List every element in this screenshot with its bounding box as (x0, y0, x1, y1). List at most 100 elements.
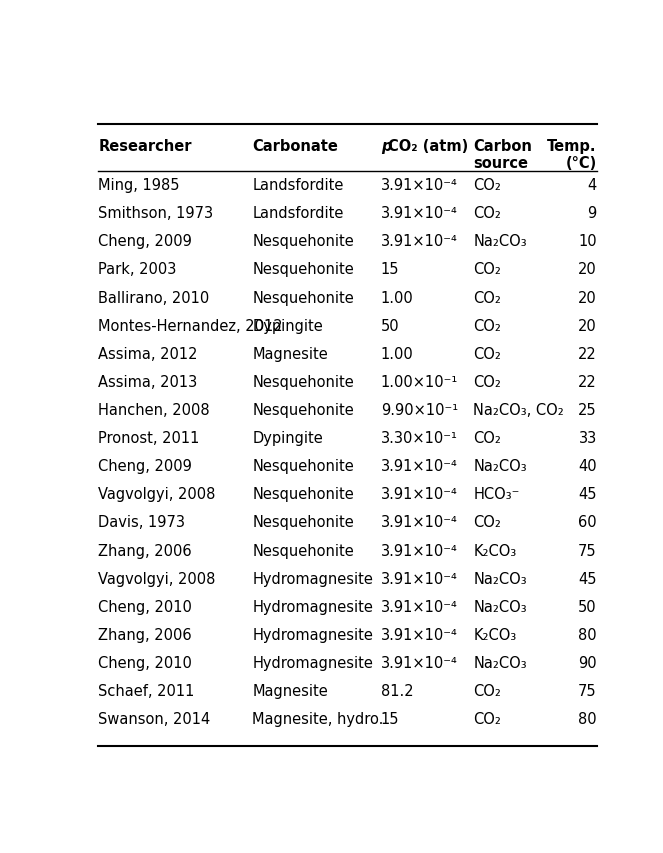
Text: 80: 80 (578, 711, 597, 727)
Text: Smithson, 1973: Smithson, 1973 (98, 206, 213, 221)
Text: Zhang, 2006: Zhang, 2006 (98, 543, 192, 558)
Text: 22: 22 (578, 374, 597, 390)
Text: CO₂: CO₂ (473, 206, 501, 221)
Text: 9.90×10⁻¹: 9.90×10⁻¹ (381, 403, 458, 417)
Text: Researcher: Researcher (98, 138, 192, 154)
Text: Pronost, 2011: Pronost, 2011 (98, 431, 200, 445)
Text: 3.91×10⁻⁴: 3.91×10⁻⁴ (381, 234, 457, 249)
Text: 90: 90 (578, 655, 597, 670)
Text: Ballirano, 2010: Ballirano, 2010 (98, 290, 210, 305)
Text: 60: 60 (578, 515, 597, 530)
Text: 45: 45 (578, 487, 597, 502)
Text: 3.91×10⁻⁴: 3.91×10⁻⁴ (381, 206, 457, 221)
Text: p: p (381, 138, 391, 154)
Text: 3.91×10⁻⁴: 3.91×10⁻⁴ (381, 655, 457, 670)
Text: Nesquehonite: Nesquehonite (253, 403, 354, 417)
Text: 3.91×10⁻⁴: 3.91×10⁻⁴ (381, 571, 457, 586)
Text: CO₂: CO₂ (473, 346, 501, 362)
Text: CO₂: CO₂ (473, 178, 501, 193)
Text: CO₂: CO₂ (473, 431, 501, 445)
Text: Dypingite: Dypingite (253, 318, 323, 334)
Text: CO₂: CO₂ (473, 374, 501, 390)
Text: Vagvolgyi, 2008: Vagvolgyi, 2008 (98, 487, 215, 502)
Text: 3.91×10⁻⁴: 3.91×10⁻⁴ (381, 487, 457, 502)
Text: Cheng, 2010: Cheng, 2010 (98, 655, 192, 670)
Text: Na₂CO₃: Na₂CO₃ (473, 655, 527, 670)
Text: CO₂: CO₂ (473, 711, 501, 727)
Text: Carbon
source: Carbon source (473, 138, 532, 171)
Text: Dypingite: Dypingite (253, 431, 323, 445)
Text: 75: 75 (578, 683, 597, 699)
Text: Davis, 1973: Davis, 1973 (98, 515, 185, 530)
Text: Nesquehonite: Nesquehonite (253, 290, 354, 305)
Text: 20: 20 (578, 290, 597, 305)
Text: 80: 80 (578, 627, 597, 642)
Text: Nesquehonite: Nesquehonite (253, 543, 354, 558)
Text: Nesquehonite: Nesquehonite (253, 262, 354, 277)
Text: K₂CO₃: K₂CO₃ (473, 627, 516, 642)
Text: 3.91×10⁻⁴: 3.91×10⁻⁴ (381, 459, 457, 473)
Text: Carbonate: Carbonate (253, 138, 338, 154)
Text: Magnesite: Magnesite (253, 346, 328, 362)
Text: 3.91×10⁻⁴: 3.91×10⁻⁴ (381, 627, 457, 642)
Text: 1.00: 1.00 (381, 346, 414, 362)
Text: Montes-Hernandez, 2012: Montes-Hernandez, 2012 (98, 318, 283, 334)
Text: Temp.
(°C): Temp. (°C) (547, 138, 597, 171)
Text: 33: 33 (578, 431, 597, 445)
Text: Na₂CO₃: Na₂CO₃ (473, 234, 527, 249)
Text: K₂CO₃: K₂CO₃ (473, 543, 516, 558)
Text: Na₂CO₃, CO₂: Na₂CO₃, CO₂ (473, 403, 564, 417)
Text: 50: 50 (578, 599, 597, 614)
Text: 81.2: 81.2 (381, 683, 414, 699)
Text: Na₂CO₃: Na₂CO₃ (473, 571, 527, 586)
Text: CO₂: CO₂ (473, 262, 501, 277)
Text: Landsfordite: Landsfordite (253, 206, 344, 221)
Text: 3.91×10⁻⁴: 3.91×10⁻⁴ (381, 178, 457, 193)
Text: 3.91×10⁻⁴: 3.91×10⁻⁴ (381, 515, 457, 530)
Text: Hydromagnesite: Hydromagnesite (253, 627, 373, 642)
Text: 3.91×10⁻⁴: 3.91×10⁻⁴ (381, 599, 457, 614)
Text: Na₂CO₃: Na₂CO₃ (473, 459, 527, 473)
Text: 15: 15 (381, 262, 399, 277)
Text: CO₂: CO₂ (473, 290, 501, 305)
Text: CO₂: CO₂ (473, 318, 501, 334)
Text: CO₂: CO₂ (473, 683, 501, 699)
Text: Magnesite: Magnesite (253, 683, 328, 699)
Text: 50: 50 (381, 318, 400, 334)
Text: 1.00×10⁻¹: 1.00×10⁻¹ (381, 374, 458, 390)
Text: CO₂ (atm): CO₂ (atm) (388, 138, 468, 154)
Text: Hanchen, 2008: Hanchen, 2008 (98, 403, 210, 417)
Text: Zhang, 2006: Zhang, 2006 (98, 627, 192, 642)
Text: CO₂: CO₂ (473, 515, 501, 530)
Text: 9: 9 (587, 206, 597, 221)
Text: Schaef, 2011: Schaef, 2011 (98, 683, 195, 699)
Text: Cheng, 2010: Cheng, 2010 (98, 599, 192, 614)
Text: Ming, 1985: Ming, 1985 (98, 178, 180, 193)
Text: Cheng, 2009: Cheng, 2009 (98, 234, 192, 249)
Text: 20: 20 (578, 262, 597, 277)
Text: HCO₃⁻: HCO₃⁻ (473, 487, 520, 502)
Text: Assima, 2013: Assima, 2013 (98, 374, 198, 390)
Text: Nesquehonite: Nesquehonite (253, 515, 354, 530)
Text: Cheng, 2009: Cheng, 2009 (98, 459, 192, 473)
Text: Hydromagnesite: Hydromagnesite (253, 571, 373, 586)
Text: 75: 75 (578, 543, 597, 558)
Text: 10: 10 (578, 234, 597, 249)
Text: 45: 45 (578, 571, 597, 586)
Text: 3.30×10⁻¹: 3.30×10⁻¹ (381, 431, 457, 445)
Text: 25: 25 (578, 403, 597, 417)
Text: Park, 2003: Park, 2003 (98, 262, 176, 277)
Text: Nesquehonite: Nesquehonite (253, 374, 354, 390)
Text: 40: 40 (578, 459, 597, 473)
Text: Nesquehonite: Nesquehonite (253, 459, 354, 473)
Text: Swanson, 2014: Swanson, 2014 (98, 711, 211, 727)
Text: Magnesite, hydro.: Magnesite, hydro. (253, 711, 384, 727)
Text: Hydromagnesite: Hydromagnesite (253, 655, 373, 670)
Text: Nesquehonite: Nesquehonite (253, 487, 354, 502)
Text: 1.00: 1.00 (381, 290, 414, 305)
Text: Vagvolgyi, 2008: Vagvolgyi, 2008 (98, 571, 215, 586)
Text: Hydromagnesite: Hydromagnesite (253, 599, 373, 614)
Text: 3.91×10⁻⁴: 3.91×10⁻⁴ (381, 543, 457, 558)
Text: Na₂CO₃: Na₂CO₃ (473, 599, 527, 614)
Text: 22: 22 (578, 346, 597, 362)
